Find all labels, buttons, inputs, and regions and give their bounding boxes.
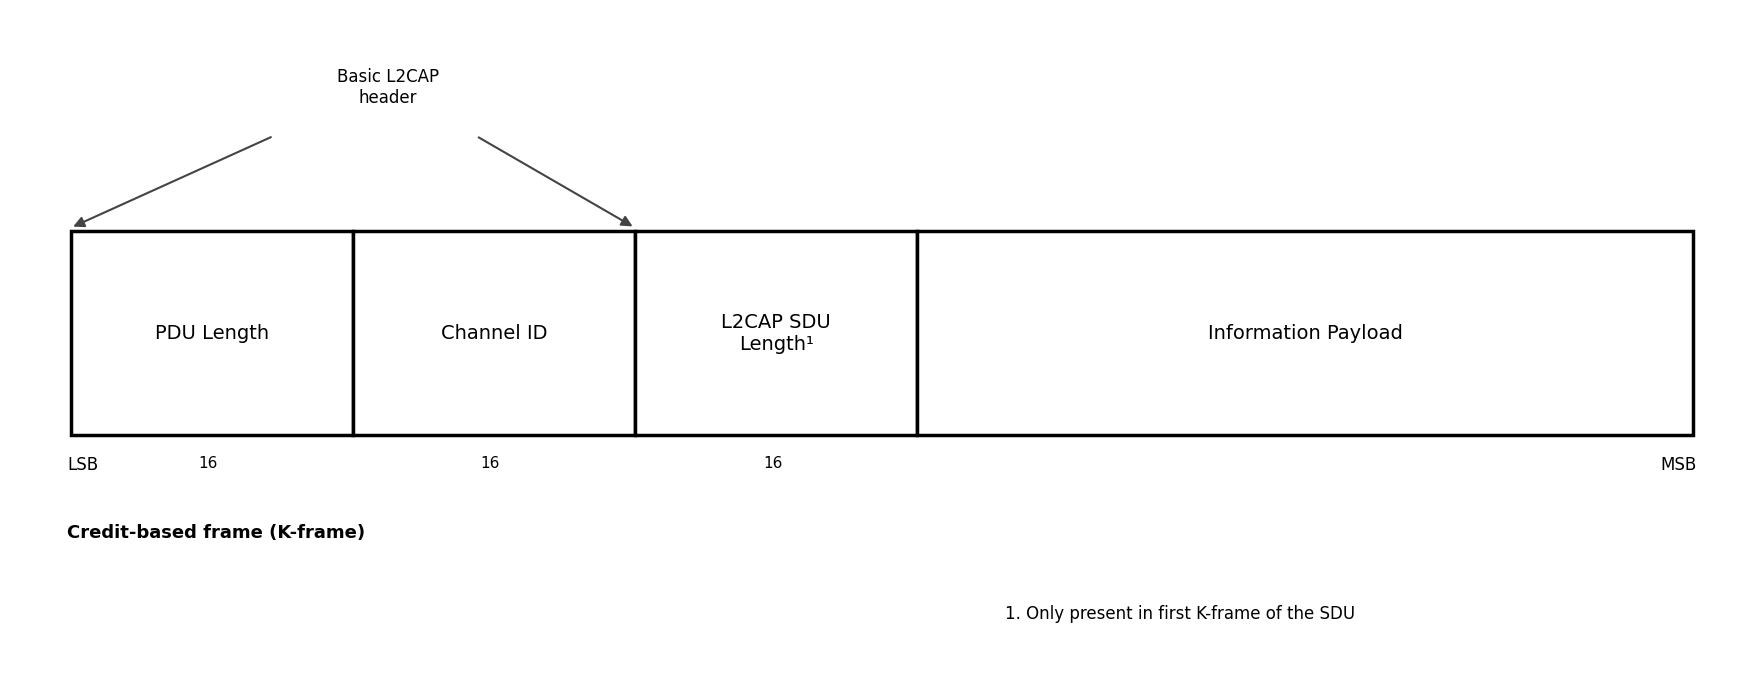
Text: MSB: MSB (1660, 456, 1697, 473)
Text: 1. Only present in first K-frame of the SDU: 1. Only present in first K-frame of the … (1005, 605, 1355, 623)
Text: L2CAP SDU
Length¹: L2CAP SDU Length¹ (721, 313, 831, 354)
Text: 16: 16 (482, 456, 499, 471)
Text: Credit-based frame (K-frame): Credit-based frame (K-frame) (67, 524, 365, 541)
Text: 16: 16 (199, 456, 217, 471)
Bar (635, 231, 917, 435)
Text: 16: 16 (764, 456, 781, 471)
Bar (353, 231, 635, 435)
Text: LSB: LSB (67, 456, 99, 473)
Text: Channel ID: Channel ID (441, 324, 547, 343)
Text: PDU Length: PDU Length (155, 324, 268, 343)
Text: Basic L2CAP
header: Basic L2CAP header (337, 68, 439, 107)
Bar (917, 231, 1693, 435)
Bar (71, 231, 353, 435)
Text: Information Payload: Information Payload (1208, 324, 1402, 343)
